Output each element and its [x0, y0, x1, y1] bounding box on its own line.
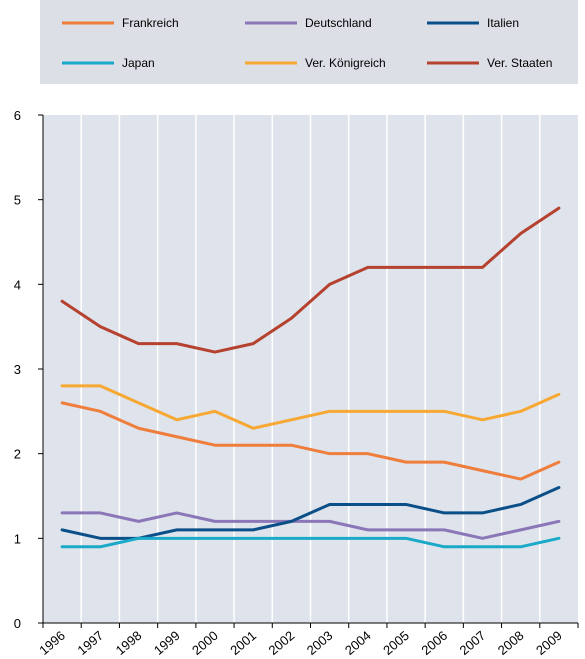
- legend-box: [40, 0, 578, 84]
- series-line-deutschland: [60, 511, 561, 540]
- y-tick-label: 4: [14, 277, 21, 292]
- x-tick-label: 1998: [113, 628, 145, 658]
- x-tick-label: 2004: [342, 628, 374, 658]
- legend-label: Ver. Staaten: [487, 56, 552, 70]
- series-line-ver-staaten: [60, 206, 561, 354]
- series-line-japan: [60, 536, 561, 549]
- legend-label: Japan: [122, 56, 155, 70]
- x-tick-label: 2002: [266, 628, 298, 658]
- x-tick-label: 2009: [533, 628, 565, 658]
- x-tick-label: 2003: [304, 628, 336, 658]
- y-tick-label: 2: [14, 447, 21, 462]
- y-tick-label: 0: [14, 616, 21, 631]
- x-tick-label: 2008: [495, 628, 527, 658]
- legend-label: Deutschland: [305, 16, 372, 30]
- legend-label: Ver. Königreich: [305, 56, 386, 70]
- legend-label: Frankreich: [122, 16, 179, 30]
- x-tick-label: 1997: [74, 628, 106, 658]
- x-tick-label: 2007: [457, 628, 489, 658]
- series-line-frankreich: [60, 401, 561, 481]
- x-tick-label: 2000: [189, 628, 221, 658]
- x-tick-label: 2001: [227, 628, 259, 658]
- y-axis-ticks: 0 1 2 3 4 5 6: [14, 108, 43, 631]
- y-tick-label: 6: [14, 108, 21, 123]
- y-tick-label: 5: [14, 193, 21, 208]
- series-line-ver-königreich: [60, 384, 561, 430]
- x-axis-ticks: 1996 1997 1998 1999 2000 2001 2002 2003 2004 2005…: [36, 623, 579, 658]
- x-tick-label: 2005: [380, 628, 412, 658]
- legend: Frankreich Deutschland Italien Japan Ver. Kö…: [62, 16, 552, 70]
- series-lines: [60, 206, 561, 549]
- x-tick-label: 2006: [418, 628, 450, 658]
- legend-label: Italien: [487, 16, 519, 30]
- y-tick-label: 3: [14, 362, 21, 377]
- y-tick-label: 1: [14, 531, 21, 546]
- x-tick-label: 1999: [151, 628, 183, 658]
- x-tick-label: 1996: [36, 628, 68, 658]
